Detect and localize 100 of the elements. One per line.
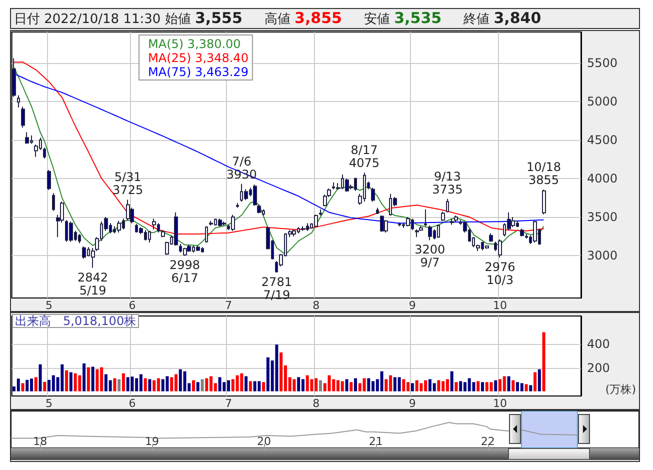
chart-title: 出来高 5,018,100株 — [15, 314, 136, 328]
y-tick-label: 400 — [587, 337, 610, 352]
candlestick — [17, 94, 20, 108]
x-tick-label: 6 — [128, 299, 136, 312]
candlestick — [415, 228, 419, 238]
x-tick-label: 9 — [408, 299, 416, 312]
x-tick-label: 9 — [408, 397, 416, 410]
bar — [192, 380, 196, 392]
text: MA(75) 3,463.29 — [148, 65, 248, 79]
bar — [43, 382, 46, 392]
candlestick — [183, 247, 187, 256]
bar — [118, 379, 121, 392]
bar — [520, 383, 524, 392]
bar — [78, 375, 82, 392]
bar — [26, 380, 29, 392]
annotation: 5/31 3725 — [112, 170, 144, 198]
candlestick — [345, 178, 349, 192]
bar — [507, 376, 510, 392]
candlestick — [292, 228, 296, 237]
y-tick-label: 4000 — [587, 171, 618, 186]
bar — [126, 377, 130, 392]
bar — [161, 379, 164, 392]
bar — [485, 382, 488, 392]
bar — [205, 378, 208, 392]
candlestick — [236, 202, 239, 208]
bar — [415, 380, 418, 392]
bar — [516, 382, 520, 392]
candlestick — [152, 218, 156, 230]
y-tick-label: 4500 — [587, 132, 618, 147]
candlestick — [511, 216, 515, 228]
bar — [183, 371, 186, 392]
bar — [437, 380, 440, 392]
bar — [144, 378, 147, 392]
candlestick — [52, 192, 55, 212]
bar — [450, 371, 454, 392]
x-tick-label: 8 — [312, 397, 320, 410]
bar — [60, 364, 64, 392]
bar — [156, 378, 160, 392]
x-tick-label: 18 — [33, 435, 48, 448]
bar — [292, 379, 296, 392]
bar — [345, 379, 348, 392]
text: 始値 3,555 — [164, 9, 242, 27]
candlestick — [187, 244, 191, 252]
text: 高値 3,855 — [264, 9, 342, 27]
bar — [96, 369, 99, 392]
y-tick-label: 5000 — [587, 94, 618, 108]
annotation: 2842 5/19 — [78, 270, 108, 298]
candlestick — [47, 170, 51, 191]
y-tick-label: 3500 — [587, 210, 618, 224]
bar — [480, 382, 484, 392]
candlestick — [231, 214, 235, 232]
annotation: 2998 6/17 — [169, 258, 200, 286]
annotation: 3200 9/7 — [414, 242, 446, 270]
bar — [318, 380, 322, 392]
x-tick-label: 5 — [46, 299, 53, 312]
bar — [362, 378, 366, 392]
bar — [432, 383, 436, 392]
candlestick — [126, 199, 130, 221]
candlestick — [218, 218, 222, 227]
text: MA(25) 3,348.40 — [148, 51, 248, 65]
x-tick-label: 7 — [225, 299, 232, 312]
candlestick — [380, 215, 384, 232]
candlestick — [371, 187, 375, 202]
bar — [297, 377, 300, 392]
bar — [446, 379, 449, 392]
bar — [459, 381, 462, 392]
candlestick — [21, 106, 25, 128]
bar — [86, 367, 90, 392]
bar — [476, 381, 480, 392]
x-tick-label: 6 — [128, 397, 136, 410]
candlestick — [454, 215, 458, 222]
bar — [367, 378, 370, 392]
bar — [200, 379, 204, 392]
bar — [398, 377, 401, 392]
bar — [262, 382, 266, 392]
bar — [218, 377, 222, 392]
x-tick-label: 8 — [312, 299, 320, 312]
bar — [384, 379, 388, 392]
bar — [113, 378, 116, 392]
bar — [280, 352, 283, 392]
x-tick-label: 19 — [145, 435, 160, 448]
bar — [454, 382, 458, 392]
bar — [130, 376, 134, 392]
candlestick — [209, 220, 213, 226]
bar — [402, 379, 406, 392]
bar — [380, 371, 384, 392]
bar — [91, 366, 94, 392]
candlestick — [441, 211, 445, 222]
bar — [502, 376, 506, 392]
candlestick — [437, 224, 440, 238]
x-tick-label: 21 — [368, 435, 383, 448]
candlestick — [424, 208, 427, 227]
candlestick — [485, 245, 489, 250]
bar — [74, 373, 77, 392]
candlestick — [542, 189, 546, 215]
candlestick — [25, 132, 29, 144]
bar — [328, 375, 331, 392]
bar — [512, 380, 515, 392]
bar — [340, 381, 344, 392]
bar — [48, 380, 51, 392]
